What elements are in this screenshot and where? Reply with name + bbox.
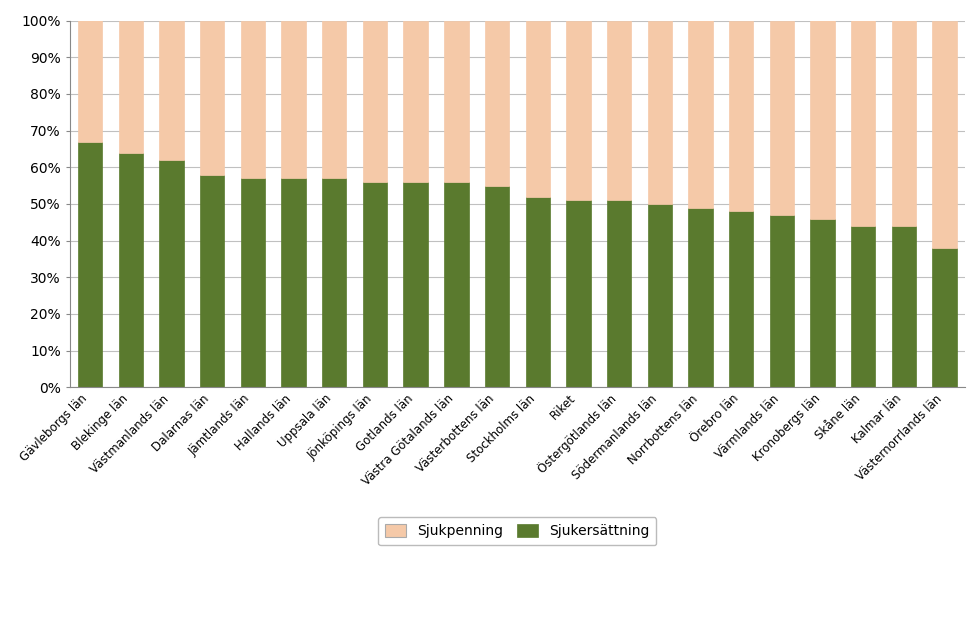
Bar: [444, 21, 468, 182]
Bar: [851, 21, 875, 226]
Bar: [607, 200, 631, 388]
Bar: [119, 152, 143, 388]
Bar: [769, 215, 794, 388]
Bar: [241, 178, 266, 388]
Bar: [892, 226, 916, 388]
Bar: [892, 21, 916, 226]
Bar: [810, 21, 835, 218]
Bar: [444, 182, 468, 388]
Bar: [688, 21, 712, 208]
Bar: [281, 178, 306, 388]
Bar: [485, 21, 510, 185]
Bar: [241, 21, 266, 178]
Bar: [566, 21, 591, 200]
Bar: [688, 208, 712, 388]
Bar: [648, 204, 672, 388]
Bar: [525, 197, 550, 388]
Bar: [200, 175, 224, 388]
Bar: [404, 182, 428, 388]
Bar: [160, 160, 183, 388]
Bar: [200, 21, 224, 175]
Bar: [566, 200, 591, 388]
Bar: [525, 21, 550, 197]
Bar: [729, 211, 754, 388]
Bar: [78, 21, 102, 142]
Bar: [932, 248, 956, 388]
Bar: [78, 142, 102, 388]
Bar: [648, 21, 672, 204]
Bar: [607, 21, 631, 200]
Bar: [485, 185, 510, 388]
Bar: [322, 178, 347, 388]
Bar: [404, 21, 428, 182]
Bar: [160, 21, 183, 160]
Bar: [281, 21, 306, 178]
Bar: [322, 21, 347, 178]
Legend: Sjukpenning, Sjukersättning: Sjukpenning, Sjukersättning: [378, 517, 657, 545]
Bar: [363, 21, 387, 182]
Bar: [729, 21, 754, 211]
Bar: [851, 226, 875, 388]
Bar: [363, 182, 387, 388]
Bar: [810, 218, 835, 388]
Bar: [769, 21, 794, 215]
Bar: [119, 21, 143, 152]
Bar: [932, 21, 956, 248]
